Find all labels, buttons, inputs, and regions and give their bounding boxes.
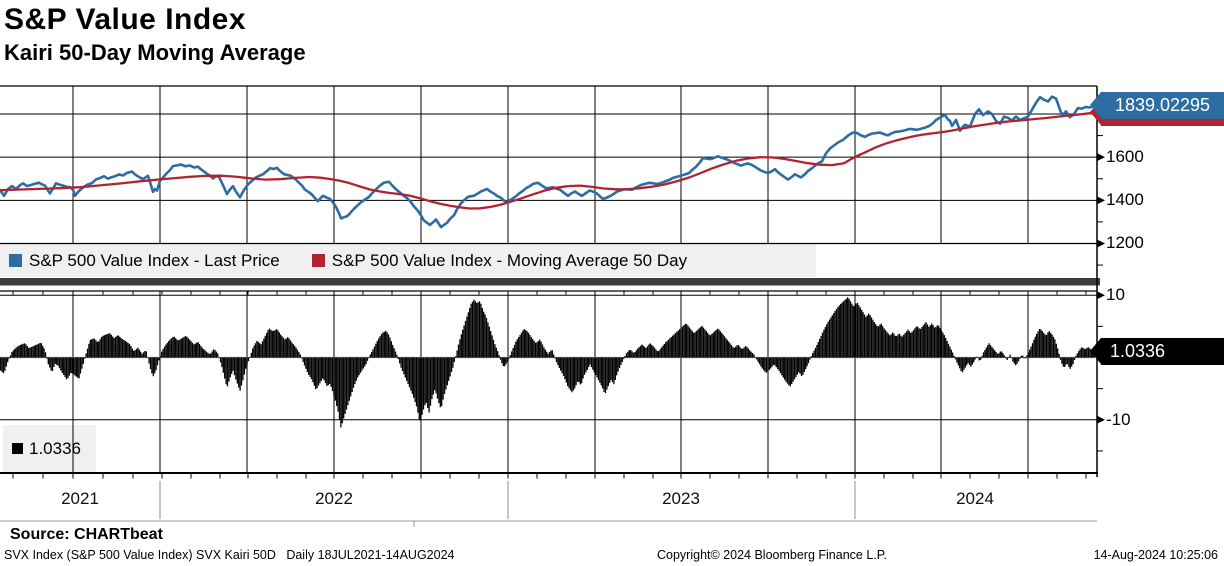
x-axis-year-label[interactable]: 2023	[662, 489, 700, 508]
legend-swatch-ma-icon	[311, 254, 325, 267]
ma-line-series	[0, 111, 1097, 210]
y-axis-label-price: 1200	[1106, 233, 1144, 253]
month-ticks	[12, 291, 1087, 479]
x-axis-year-label[interactable]: 2022	[315, 489, 353, 508]
kairi-last-value: 1.0336	[1110, 341, 1166, 361]
x-axis-year-label[interactable]: 2021	[61, 489, 99, 508]
page-subtitle: Kairi 50-Day Moving Average	[4, 40, 306, 65]
title-block: S&P Value Index Kairi 50-Day Moving Aver…	[4, 0, 306, 66]
kairi-legend-value: 1.0336	[29, 438, 81, 458]
y-axis-label-price: 1400	[1106, 190, 1144, 210]
legend-item-last-price[interactable]: S&P 500 Value Index - Last Price	[9, 251, 280, 271]
kairi-legend[interactable]: 1.0336	[3, 425, 96, 472]
legend-label-last-price: S&P 500 Value Index - Last Price	[29, 250, 280, 270]
panel-frames	[0, 85, 1100, 527]
kairi-last-value-badge: 1.0336	[1090, 338, 1224, 365]
panel-separator-bar	[0, 278, 1100, 286]
footer-copyright: Copyright© 2024 Bloomberg Finance L.P.	[657, 548, 887, 562]
legend-swatch-price-icon	[9, 254, 22, 267]
footer-timestamp: 14-Aug-2024 10:25:06	[1093, 548, 1218, 562]
footer-security-description: SVX Index (S&P 500 Value Index) SVX Kair…	[4, 548, 455, 562]
legend-label-moving-average: S&P 500 Value Index - Moving Average 50 …	[331, 250, 688, 270]
year-separators	[159, 481, 856, 519]
page-title: S&P Value Index	[4, 3, 247, 36]
legend-item-moving-average[interactable]: S&P 500 Value Index - Moving Average 50 …	[311, 250, 688, 271]
legend-swatch-kairi-icon	[12, 443, 23, 454]
price-last-value: 1839.02295	[1114, 95, 1211, 115]
y-axis-label-price: 1600	[1106, 147, 1144, 167]
kairi-bars	[0, 297, 1095, 428]
y-axis-label-kairi: -10	[1106, 409, 1131, 429]
price-line-series	[0, 95, 1097, 229]
x-axis-year-label[interactable]: 2024	[956, 489, 994, 508]
source-label: Source: CHARTbeat	[10, 526, 163, 543]
right-axis-ticks	[1097, 135, 1105, 452]
price-last-value-badge: 1839.02295	[1090, 92, 1224, 119]
legend-band: S&P 500 Value Index - Last Price S&P 500…	[0, 244, 816, 277]
y-axis-label-kairi: 10	[1106, 285, 1125, 305]
